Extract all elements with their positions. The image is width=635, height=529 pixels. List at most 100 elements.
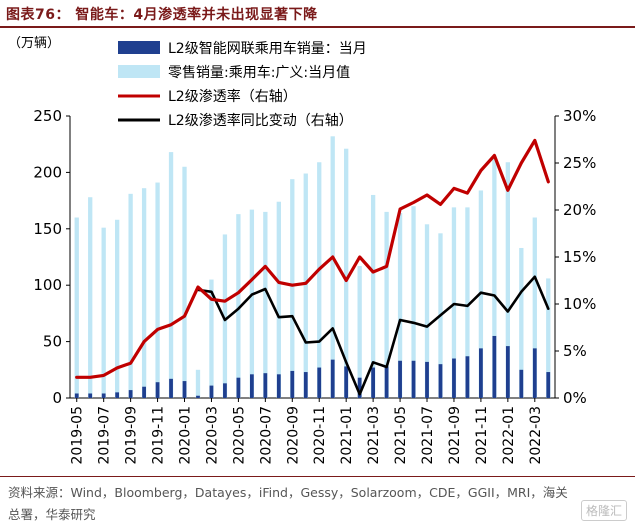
legend-label: L2级智能网联乘用车销量：当月: [168, 40, 367, 57]
bar-retail-sales: [303, 173, 308, 398]
source-note: 资料来源：Wind，Bloomberg，Datayes，iFind，Gessy，…: [8, 485, 568, 522]
bar-l2-sales: [425, 361, 429, 398]
bar-l2-sales: [101, 393, 106, 398]
bar-l2-sales: [249, 374, 254, 398]
watermark-logo: 格隆汇: [580, 500, 627, 521]
source-divider: [0, 476, 635, 477]
bar-retail-sales: [330, 136, 335, 398]
bar-l2-sales: [290, 370, 295, 398]
legend-swatch: [118, 65, 160, 78]
bar-retail-sales: [397, 213, 403, 398]
x-tick-label: 2020-03: [204, 406, 220, 465]
x-tick-label: 2021-09: [447, 406, 463, 465]
x-tick-label: 2019-11: [151, 406, 167, 465]
bar-l2-sales: [452, 358, 456, 398]
bar-retail-sales: [290, 179, 295, 398]
axis-labels: 0 50 100 150 200 250 0% 5% 10% 15% 20% 25% 30% （万辆） 20…: [8, 36, 596, 465]
bar-l2-sales: [344, 366, 349, 398]
bar-retail-sales: [249, 209, 255, 398]
left-tick-label: 0: [52, 389, 62, 407]
bar-l2-sales: [209, 385, 214, 398]
bar-l2-sales: [438, 364, 443, 398]
bar-l2-sales: [128, 390, 133, 398]
chart-title: 图表76： 智能车：4月渗透率并未出现显著下降: [6, 7, 318, 23]
bar-retail-sales: [357, 266, 362, 398]
bar-l2-sales: [492, 335, 497, 398]
bar-l2-sales: [357, 377, 362, 398]
bar-l2-sales: [411, 360, 416, 398]
x-tick-label: 2019-07: [97, 406, 113, 465]
bar-retail-sales: [195, 369, 201, 398]
x-tick-label: 2022-01: [501, 406, 517, 465]
bar-retail-sales: [182, 166, 187, 398]
bar-retail-sales: [465, 207, 470, 398]
bar-retail-sales: [101, 227, 106, 398]
bar-l2-sales: [74, 393, 79, 398]
bar-l2-sales: [276, 374, 281, 398]
bar-retail-sales: [344, 148, 349, 398]
bar-retail-sales: [236, 214, 241, 398]
bar-l2-sales: [479, 348, 483, 398]
bar-retail-sales: [411, 206, 416, 398]
bar-retail-sales: [155, 182, 160, 398]
bar-l2-sales: [223, 383, 227, 398]
bar-retail-sales: [451, 207, 457, 398]
legend-swatch: [118, 41, 160, 54]
legend-label: L2级渗透率同比变动（右轴）: [168, 112, 353, 129]
bar-l2-sales: [115, 392, 120, 398]
bar-l2-sales: [505, 346, 510, 398]
bar-retail-sales: [492, 156, 497, 398]
bar-retail-sales: [209, 279, 214, 398]
right-tick-label: 5%: [563, 342, 587, 360]
x-tick-label: 2020-09: [285, 406, 301, 465]
bar-l2-sales: [155, 382, 160, 398]
bar-retail-sales: [168, 152, 174, 398]
bars-retail-sales: [74, 136, 551, 398]
x-tick-label: 2022-03: [528, 406, 544, 465]
bar-l2-sales: [532, 348, 537, 398]
left-tick-label: 100: [33, 276, 62, 294]
bar-retail-sales: [424, 224, 430, 398]
bar-l2-sales: [303, 372, 308, 398]
left-tick-label: 200: [33, 163, 62, 181]
bar-retail-sales: [128, 193, 133, 398]
x-tick-label: 2020-07: [258, 406, 274, 465]
right-tick-label: 20%: [563, 201, 596, 219]
bar-l2-sales: [236, 377, 241, 398]
bar-l2-sales: [88, 393, 93, 398]
x-tick-label: 2021-01: [339, 406, 355, 465]
line-yoy-change-path: [196, 275, 550, 396]
x-tick-label: 2021-11: [474, 406, 490, 465]
bar-retail-sales: [370, 194, 376, 398]
right-tick-label: 10%: [563, 295, 596, 313]
bar-retail-sales: [505, 162, 511, 398]
right-tick-label: 30%: [563, 107, 596, 125]
bar-l2-sales: [169, 378, 173, 398]
x-tick-label: 2021-05: [393, 406, 409, 465]
bar-l2-sales: [546, 372, 551, 398]
bar-retail-sales: [384, 211, 389, 398]
bar-l2-sales: [263, 373, 268, 398]
right-tick-label: 25%: [563, 154, 596, 172]
bar-l2-sales: [182, 381, 187, 398]
bar-l2-sales: [317, 367, 322, 398]
bar-retail-sales: [532, 217, 537, 398]
x-tick-label: 2021-03: [366, 406, 382, 465]
bar-retail-sales: [88, 197, 93, 398]
x-tick-label: 2020-01: [178, 406, 194, 465]
legend-label: L2级渗透率（右轴）: [168, 88, 297, 105]
x-tick-label: 2019-09: [124, 406, 140, 465]
title-divider: [0, 26, 635, 28]
legend-label: 零售销量:乘用车:广义:当月值: [168, 64, 350, 81]
bar-l2-sales: [519, 369, 524, 398]
x-tick-label: 2020-11: [312, 406, 328, 465]
left-axis-unit: （万辆）: [8, 36, 60, 51]
line-penetration-path: [75, 138, 550, 379]
left-tick-label: 250: [33, 107, 62, 125]
bar-l2-sales: [330, 359, 335, 398]
bar-retail-sales: [276, 201, 281, 398]
left-tick-label: 50: [43, 333, 62, 351]
bar-retail-sales: [263, 211, 268, 398]
bar-retail-sales: [74, 217, 79, 398]
